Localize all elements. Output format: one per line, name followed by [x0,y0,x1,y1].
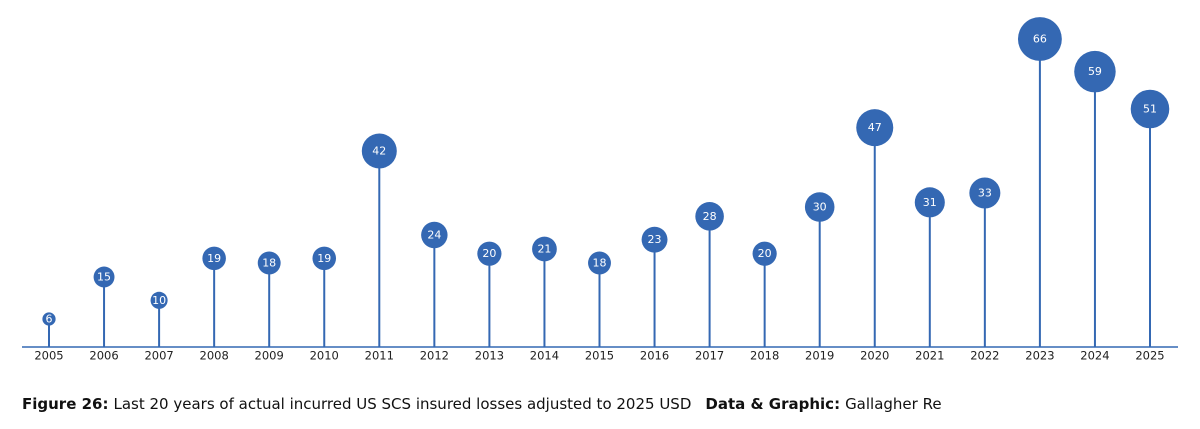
value-label: 28 [703,210,717,223]
dot [150,291,168,309]
dot [477,241,502,266]
source: Gallagher Re [845,395,942,413]
value-label: 33 [978,187,992,200]
x-tick-label: 2009 [255,349,284,363]
dot [532,236,557,262]
value-label: 59 [1088,65,1102,78]
value-label: 6 [46,313,53,326]
x-tick-label: 2018 [750,349,779,363]
value-label: 18 [262,257,276,270]
value-label: 23 [648,233,662,246]
value-label: 10 [152,294,166,307]
x-tick-label: 2007 [144,349,173,363]
x-tick-label: 2016 [640,349,669,363]
value-label: 51 [1143,103,1157,116]
x-tick-label: 2015 [585,349,614,363]
value-label: 42 [372,145,386,158]
x-tick-label: 2023 [1025,349,1054,363]
value-label: 18 [593,257,607,270]
dot [641,226,668,253]
x-tick-label: 2014 [530,349,559,363]
dot [1130,89,1170,129]
x-tick-label: 2017 [695,349,724,363]
dot [257,251,281,275]
dot [202,246,226,271]
dot [804,192,835,222]
x-tick-label: 2008 [200,349,229,363]
value-label: 47 [868,121,882,134]
dot [695,202,724,231]
value-label: 20 [758,247,772,260]
x-tick-label: 2019 [805,349,834,363]
dot [312,246,337,271]
dot [752,241,777,266]
dot [361,133,397,169]
x-tick-label: 2005 [34,349,63,363]
dot [588,251,611,275]
dot [1074,50,1116,93]
x-tick-label: 2011 [365,349,394,363]
value-label: 66 [1033,33,1047,46]
x-tick-label: 2013 [475,349,504,363]
caption-text: Last 20 years of actual incurred US SCS … [113,395,691,413]
value-label: 20 [482,247,496,260]
value-label: 30 [813,201,827,214]
dot [42,312,56,326]
value-label: 31 [923,196,937,209]
dot [914,187,945,218]
value-label: 24 [427,229,441,242]
dot [969,177,1001,209]
value-label: 15 [97,271,111,284]
value-label: 19 [317,252,331,265]
x-tick-label: 2022 [970,349,999,363]
x-tick-label: 2024 [1080,349,1109,363]
value-label: 19 [207,252,221,265]
caption: Figure 26: Last 20 years of actual incurr… [22,395,942,413]
x-tick-label: 2021 [915,349,944,363]
caption-label: Figure 26: [22,395,108,413]
source-label: Data & Graphic: [705,395,840,413]
dot [1017,17,1062,61]
dot [93,266,115,288]
x-tick-label: 2012 [420,349,449,363]
x-tick-label: 2020 [860,349,889,363]
value-label: 21 [537,243,551,256]
x-tick-label: 2010 [310,349,339,363]
x-tick-label: 2025 [1135,349,1164,363]
x-tick-label: 2006 [89,349,118,363]
dot [856,109,894,147]
dot [421,221,448,249]
